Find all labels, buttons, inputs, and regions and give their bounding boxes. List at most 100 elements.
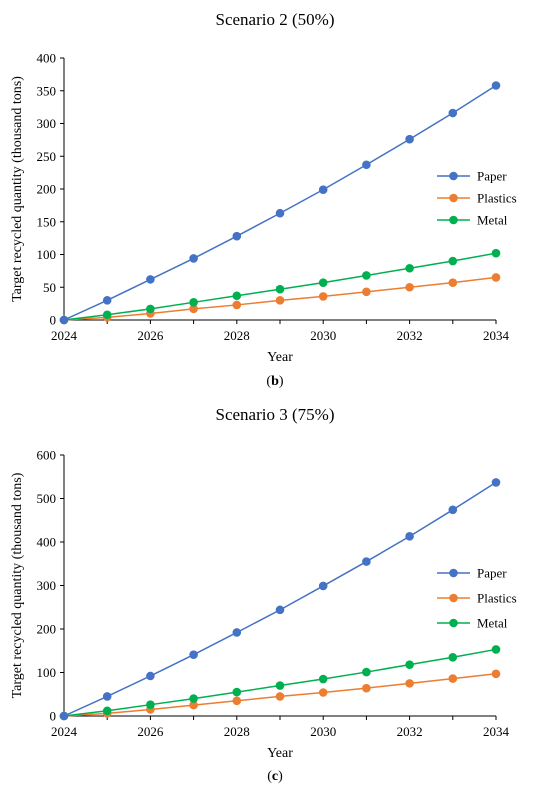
data-point — [146, 671, 155, 681]
y-axis-label: Target recycled quantity (thousand tons) — [10, 472, 25, 698]
data-point — [275, 605, 285, 615]
y-axis-label: Target recycled quantity (thousand tons) — [10, 76, 25, 302]
x-tick-label: 2028 — [224, 328, 250, 343]
chart-title: Scenario 2 (50%) — [216, 10, 335, 29]
data-point — [491, 478, 501, 487]
data-point — [405, 263, 414, 273]
series-plastics — [59, 669, 501, 721]
legend-marker — [449, 618, 458, 628]
data-point — [362, 287, 371, 297]
data-point — [59, 711, 69, 721]
data-point — [189, 298, 198, 307]
data-point — [275, 208, 285, 218]
data-point — [275, 284, 285, 294]
x-tick-label: 2028 — [224, 724, 250, 739]
legend-label: Paper — [477, 566, 507, 581]
legend-label: Metal — [477, 616, 508, 631]
data-point — [491, 248, 501, 258]
legend-label: Plastics — [477, 191, 517, 206]
data-point — [362, 667, 371, 677]
data-point — [318, 278, 328, 287]
series-paper — [59, 81, 501, 325]
data-point — [275, 692, 285, 701]
data-point — [362, 160, 371, 170]
y-tick-label: 100 — [37, 665, 57, 680]
data-point — [146, 700, 155, 709]
x-tick-label: 2024 — [51, 724, 78, 739]
data-point — [189, 254, 198, 263]
x-tick-label: 2034 — [483, 724, 510, 739]
data-point — [448, 674, 458, 683]
data-point — [189, 700, 198, 710]
legend-marker — [449, 215, 458, 225]
series-plastics — [59, 273, 501, 325]
y-tick-label: 200 — [37, 622, 57, 637]
data-point — [491, 273, 501, 282]
data-point — [275, 296, 285, 305]
data-point — [318, 185, 328, 194]
x-tick-label: 2032 — [397, 724, 423, 739]
y-tick-label: 0 — [50, 313, 57, 328]
x-tick-label: 2024 — [51, 328, 78, 343]
y-tick-label: 150 — [37, 214, 57, 229]
data-point — [318, 674, 328, 684]
data-point — [102, 706, 112, 716]
y-tick-label: 400 — [37, 51, 57, 66]
y-tick-label: 500 — [37, 491, 57, 506]
data-point — [405, 532, 414, 541]
legend: Paper Plastics Metal — [437, 566, 517, 631]
legend-label: Metal — [477, 213, 508, 228]
legend-label: Plastics — [477, 591, 517, 606]
data-point — [275, 681, 285, 690]
data-point — [102, 296, 112, 305]
data-point — [448, 278, 458, 287]
y-tick-label: 400 — [37, 535, 57, 550]
x-tick-label: 2030 — [310, 724, 336, 739]
data-point — [448, 256, 458, 266]
data-point — [318, 581, 328, 591]
data-point — [362, 557, 371, 566]
x-tick-label: 2032 — [397, 328, 423, 343]
data-point — [189, 694, 198, 703]
data-point — [491, 81, 501, 90]
legend-marker — [449, 193, 458, 203]
x-axis-label: Year — [267, 746, 293, 761]
series-metal — [59, 248, 501, 325]
data-point — [448, 505, 458, 515]
legend-marker — [449, 593, 458, 603]
y-tick-label: 350 — [37, 83, 57, 98]
data-point — [59, 315, 69, 325]
legend-marker — [449, 568, 458, 578]
data-point — [189, 650, 198, 659]
series-paper — [59, 478, 501, 721]
data-point — [102, 310, 112, 320]
data-point — [491, 669, 501, 679]
series-metal — [59, 645, 501, 721]
chart-panel-2: Scenario 3 (75%) 0 100 200 300 400 500 600 2024 2… — [10, 405, 517, 784]
legend-label: Paper — [477, 169, 507, 184]
chart-panel-1: Scenario 2 (50%) 0 50 100 150 200 250 300 350 400… — [10, 10, 517, 389]
legend: Paper Plastics Metal — [437, 169, 517, 228]
y-tick-label: 100 — [37, 247, 57, 262]
data-point — [318, 688, 328, 697]
data-point — [405, 679, 414, 688]
y-tick-label: 300 — [37, 578, 57, 593]
data-point — [232, 300, 242, 310]
y-tick-label: 600 — [37, 448, 57, 463]
data-point — [318, 292, 328, 301]
x-tick-label: 2034 — [483, 328, 510, 343]
data-point — [405, 660, 414, 669]
legend-marker — [449, 171, 458, 181]
data-point — [232, 696, 242, 706]
data-point — [362, 683, 371, 693]
x-tick-label: 2026 — [137, 724, 164, 739]
data-point — [102, 692, 112, 701]
y-tick-label: 0 — [50, 709, 57, 724]
data-point — [146, 304, 155, 314]
caption: (c) — [267, 769, 283, 784]
data-point — [448, 108, 458, 118]
y-tick-label: 250 — [37, 149, 57, 164]
data-point — [405, 134, 414, 144]
data-point — [232, 687, 242, 697]
